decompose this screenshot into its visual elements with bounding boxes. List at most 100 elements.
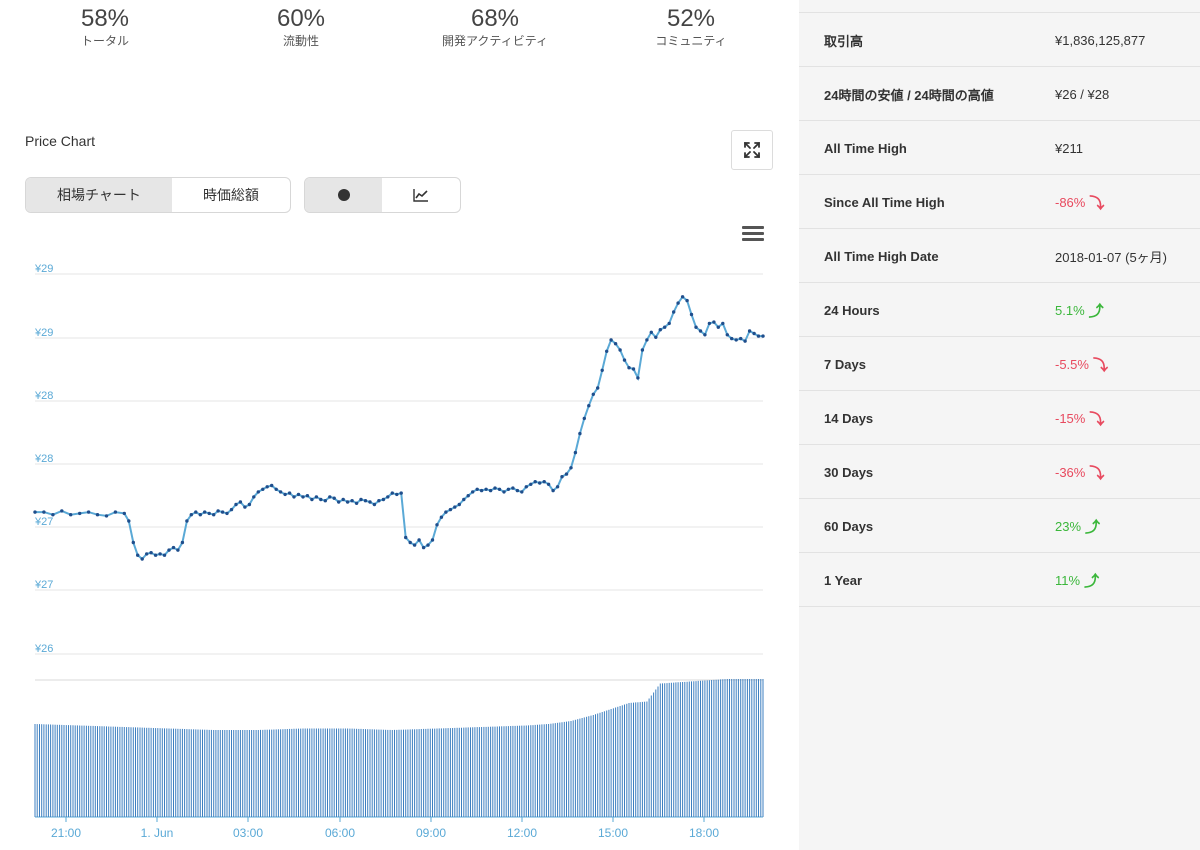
price-point: [354, 501, 359, 505]
price-point: [587, 404, 591, 408]
price-point: [113, 510, 118, 514]
stat-label: 14 Days: [824, 410, 874, 426]
price-point: [520, 490, 524, 494]
price-point: [538, 481, 542, 485]
expand-chart-button[interactable]: [731, 130, 773, 170]
y-tick-label: ¥26: [34, 643, 53, 655]
price-point: [140, 557, 144, 561]
price-point: [689, 312, 694, 317]
price-point: [238, 500, 243, 504]
dot-icon: [337, 189, 350, 201]
price-point: [453, 505, 457, 509]
price-point: [131, 540, 135, 545]
volume-bars: [34, 679, 764, 817]
price-point: [104, 514, 109, 518]
price-point: [167, 548, 171, 552]
price-point: [359, 497, 363, 502]
chart-type-toggle: 相場チャート 時価総額: [25, 177, 291, 213]
stat-value: 2018-01-07 (5ヶ月): [1055, 249, 1167, 265]
price-point: [337, 500, 341, 504]
price-point: [220, 510, 225, 514]
score-total: 58% トータル: [15, 4, 195, 48]
price-point: [350, 499, 354, 503]
hamburger-menu-icon: [742, 226, 764, 241]
price-point: [721, 321, 725, 326]
price-point: [368, 500, 372, 504]
price-point: [479, 488, 484, 493]
price-point: [171, 545, 176, 550]
view-line-button[interactable]: [382, 178, 460, 212]
tab-market-cap[interactable]: 時価総額: [202, 187, 259, 203]
price-point: [278, 490, 283, 494]
score-liquidity: 60% 流動性: [211, 4, 391, 48]
score-strip: 58% トータル 60% 流動性 68% 開発アクティビティ 52% コミュニテ…: [0, 0, 800, 60]
price-point: [395, 492, 399, 497]
score-liquidity-value: 60%: [276, 5, 326, 32]
chart-menu-button[interactable]: [742, 226, 764, 242]
price-point: [390, 491, 394, 495]
price-point: [457, 502, 461, 507]
x-tick-label: 15:00: [598, 826, 628, 840]
price-point: [761, 334, 765, 338]
price-point: [86, 510, 91, 514]
expand-arrows-icon: [744, 142, 760, 158]
price-point: [314, 495, 319, 499]
stat-value: ¥26 / ¥28: [1055, 86, 1110, 102]
x-tick-label: 03:00: [233, 826, 263, 840]
score-development-label: 開発アクティビティ: [442, 34, 548, 48]
price-line: [35, 295, 763, 561]
price-point: [555, 485, 560, 489]
stat-row: 24 Hours 5.1% ⤴: [799, 283, 1200, 337]
price-point: [60, 509, 64, 513]
price-point: [212, 513, 216, 517]
price-point: [225, 511, 229, 516]
price-point: [207, 511, 211, 516]
price-point: [627, 366, 631, 370]
price-point: [158, 552, 162, 556]
price-point: [189, 513, 193, 517]
line-chart-icon: [413, 189, 428, 202]
price-point: [546, 482, 551, 486]
price-point: [462, 497, 466, 502]
trend-up-icon: ⤴: [1084, 572, 1100, 590]
price-point: [484, 487, 488, 491]
price-point: [743, 339, 747, 343]
trend-up-icon: ⤴: [1088, 302, 1104, 320]
view-dot-button[interactable]: [305, 178, 382, 212]
price-point: [600, 368, 604, 372]
score-total-label: トータル: [80, 34, 129, 48]
price-point: [426, 543, 430, 547]
price-point: [145, 552, 149, 556]
price-point: [471, 490, 475, 494]
stat-row: All Time High Date 2018-01-07 (5ヶ月): [799, 229, 1200, 283]
price-point: [582, 416, 586, 421]
trend-down-icon: ⤵: [1089, 194, 1105, 212]
price-point: [399, 491, 403, 495]
price-point: [444, 510, 448, 514]
price-point: [421, 545, 426, 550]
tab-price-chart[interactable]: 相場チャート: [26, 178, 172, 212]
price-point: [752, 331, 756, 336]
price-point: [247, 502, 252, 507]
stat-label: 30 Days: [824, 464, 874, 480]
stat-label: 1 Year: [824, 572, 863, 588]
price-point: [506, 487, 511, 491]
stat-row: 14 Days -15% ⤵: [799, 391, 1200, 445]
price-point: [466, 494, 470, 498]
price-point: [756, 334, 761, 338]
price-point: [234, 502, 238, 507]
price-point: [243, 505, 247, 509]
x-tick-label: 09:00: [416, 826, 446, 840]
price-point: [176, 548, 180, 552]
price-point: [372, 502, 377, 507]
price-point: [136, 553, 140, 557]
price-point: [42, 510, 46, 514]
stat-value: -5.5% ⤵: [1055, 337, 1108, 391]
stat-value: 23% ⤴: [1055, 499, 1100, 553]
price-point: [301, 495, 305, 499]
price-point: [645, 338, 649, 342]
y-tick-label: ¥27: [34, 516, 53, 528]
stat-row: 60 Days 23% ⤴: [799, 499, 1200, 553]
x-tick-label: 12:00: [507, 826, 537, 840]
price-point: [332, 496, 336, 500]
